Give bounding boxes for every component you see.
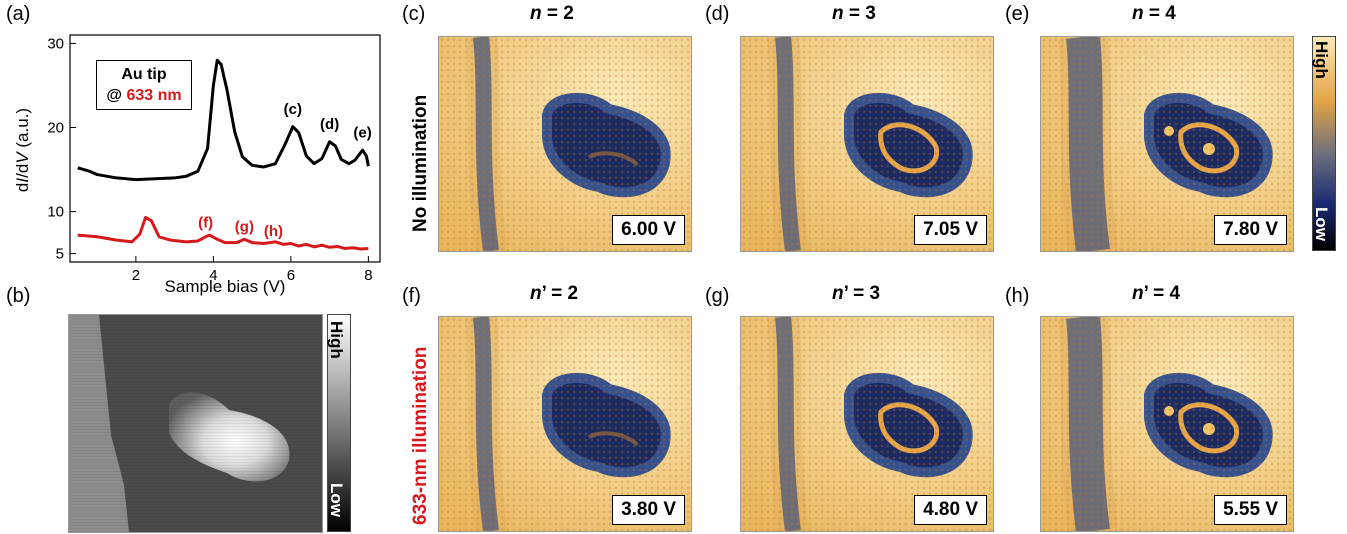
peak-label: (h) [264, 223, 283, 240]
y-tick-label: 5 [56, 246, 64, 263]
axis-ticks: 2 4 6 8 5 10 20 30 [47, 35, 372, 284]
voltage-label-e: 7.80 V [1214, 215, 1287, 245]
y-tick-label: 10 [47, 204, 64, 221]
didv-map-g: 4.80 V [740, 316, 994, 532]
didv-colorbar-low: Low [1312, 207, 1331, 241]
topography-svg [69, 315, 322, 532]
x-tick-label: 4 [209, 267, 217, 284]
panel-label-d: (d) [705, 3, 730, 25]
tip-legend-line1: Au tip [121, 66, 167, 83]
row-label-633nm-illumination: 633-nm illumination [410, 346, 431, 525]
map-title-f: n’ = 2 [530, 283, 579, 304]
panel-label-a: (a) [6, 3, 31, 25]
tip-legend-line2: @ 633 nm [106, 87, 182, 104]
peak-label: (f) [198, 215, 213, 232]
panel-label-h: (h) [1005, 285, 1030, 307]
panel-label-c: (c) [402, 3, 426, 25]
map-title-g: n’ = 3 [832, 283, 881, 304]
spectra-chart: 2 4 6 8 5 10 20 30 (c) (d) (e) (f) (g) (h) Sample bi… [13, 34, 381, 296]
y-tick-label: 30 [47, 35, 64, 52]
didv-map-d: 7.05 V [740, 36, 994, 252]
topo-colorbar-high: High [327, 321, 346, 359]
didv-colorbar: High Low [1312, 36, 1336, 251]
voltage-label-f: 3.80 V [612, 495, 685, 525]
peak-label: (c) [284, 101, 302, 118]
peak-labels: (c) (d) (e) (f) (g) (h) [198, 101, 372, 240]
x-axis-label: Sample bias (V) [165, 277, 286, 296]
x-tick-label: 6 [287, 267, 295, 284]
didv-map-c: 6.00 V [438, 36, 692, 252]
peak-label: (e) [353, 125, 371, 142]
spectrum-line-1 [77, 215, 369, 251]
peak-label: (d) [320, 116, 339, 133]
didv-map-f: 3.80 V [438, 316, 692, 532]
tip-legend-box: Au tip @ 633 nm [96, 60, 192, 110]
plot-frame [69, 34, 381, 263]
voltage-label-d: 7.05 V [914, 215, 987, 245]
map-title-h: n’ = 4 [1132, 283, 1181, 304]
spectrum-line-0 [77, 58, 370, 182]
y-axis-label: dI/dV (a.u.) [13, 108, 32, 192]
didv-map-e: 7.80 V [1040, 36, 1294, 252]
map-title-d: n = 3 [832, 3, 876, 24]
tip-wavelength: 633 nm [126, 87, 182, 104]
map-title-e: n = 4 [1132, 3, 1176, 24]
spectra-lines [77, 58, 370, 251]
panel-label-f: (f) [402, 285, 421, 307]
voltage-label-c: 6.00 V [612, 215, 685, 245]
topography-image [68, 314, 323, 533]
panel-label-g: (g) [705, 285, 730, 307]
map-title-c: n = 2 [530, 3, 574, 24]
y-tick-label: 20 [47, 119, 64, 136]
topo-colorbar-low: Low [327, 483, 346, 517]
didv-map-h: 5.55 V [1040, 316, 1294, 532]
x-tick-label: 8 [364, 267, 372, 284]
didv-colorbar-high: High [1312, 41, 1331, 79]
voltage-label-h: 5.55 V [1214, 495, 1287, 525]
row-label-no-illumination: No illumination [410, 94, 431, 232]
topography-colorbar: High Low [327, 314, 351, 532]
panel-label-e: (e) [1005, 3, 1030, 25]
panel-label-b: (b) [6, 285, 31, 307]
voltage-label-g: 4.80 V [914, 495, 987, 525]
x-tick-label: 2 [132, 267, 140, 284]
peak-label: (g) [235, 219, 254, 236]
